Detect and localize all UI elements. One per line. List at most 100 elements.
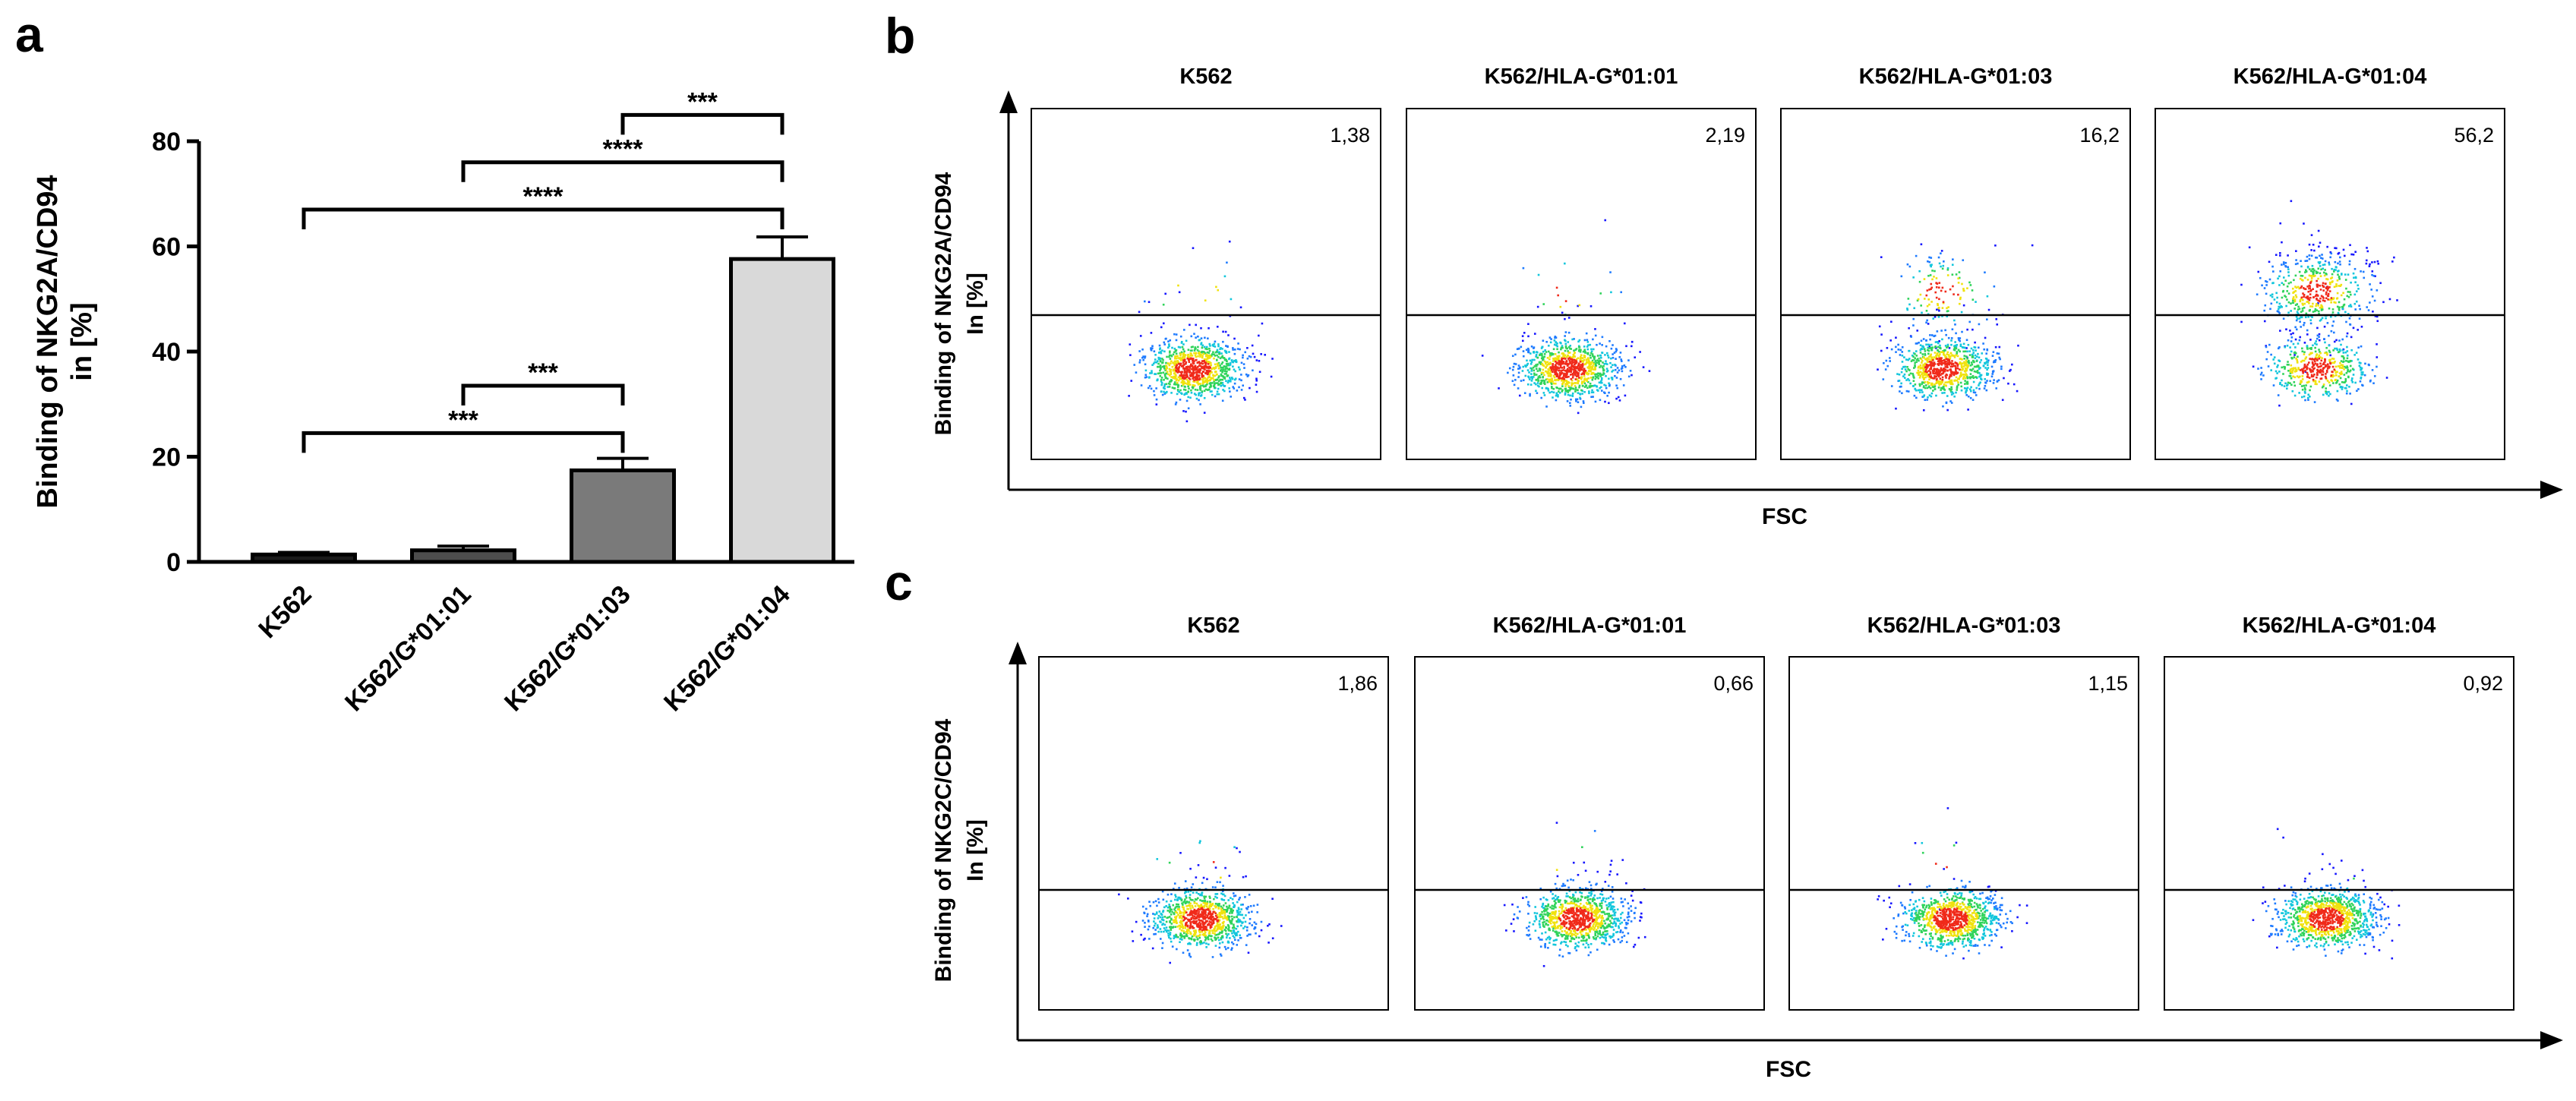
event-dot	[1236, 934, 1238, 937]
event-dot	[1175, 364, 1178, 368]
event-dot	[2310, 289, 2312, 292]
event-dot	[2311, 275, 2313, 277]
event-dot	[1178, 291, 1181, 294]
event-dot	[2334, 369, 2336, 372]
event-dot	[1969, 284, 1972, 286]
event-dot	[2313, 401, 2316, 403]
event-dot	[2300, 361, 2303, 363]
event-dot	[1934, 368, 1937, 371]
event-dot	[1190, 391, 1193, 394]
event-dot	[2286, 387, 2288, 390]
event-dot	[1154, 929, 1157, 931]
event-dot	[1599, 375, 1602, 377]
event-dot	[1233, 846, 1236, 848]
event-dot	[2337, 351, 2340, 354]
event-dot	[1586, 341, 1589, 343]
event-dot	[1166, 929, 1169, 932]
event-dot	[2294, 304, 2297, 306]
event-dot	[1556, 373, 1559, 376]
event-dot	[1213, 342, 1216, 345]
event-dot	[1201, 908, 1204, 911]
event-dot	[2296, 375, 2299, 377]
event-dot	[2291, 390, 2294, 393]
event-dot	[2278, 346, 2281, 349]
event-dot	[2309, 358, 2312, 360]
event-dot	[1185, 921, 1188, 924]
event-dot	[1912, 359, 1915, 361]
event-dot	[1954, 372, 1957, 375]
event-dot	[1215, 925, 1218, 927]
event-dot	[1179, 399, 1182, 401]
event-dot	[1511, 355, 1514, 358]
event-dot	[1619, 377, 1622, 380]
event-dot	[1169, 961, 1172, 964]
event-dot	[1886, 346, 1889, 349]
event-dot	[1194, 910, 1196, 913]
event-dot	[1261, 322, 1264, 325]
event-dot	[2339, 377, 2342, 380]
event-dot	[1211, 935, 1213, 938]
event-dot	[1188, 380, 1191, 383]
event-dot	[1217, 904, 1220, 906]
event-dot	[2328, 360, 2331, 362]
event-dot	[2309, 371, 2312, 374]
event-dot	[1604, 400, 1606, 403]
event-dot	[2345, 371, 2348, 374]
event-dot	[2278, 284, 2281, 286]
event-dot	[2310, 358, 2313, 361]
event-dot	[1154, 358, 1157, 361]
significance-bracket	[620, 112, 784, 135]
event-dot	[1614, 368, 1617, 371]
event-dot	[1186, 924, 1189, 927]
event-dot	[1184, 902, 1187, 905]
event-dot	[1542, 364, 1545, 368]
event-dot	[1151, 947, 1154, 950]
event-dot	[1172, 361, 1174, 364]
event-dot	[1564, 262, 1566, 265]
event-dot	[1208, 361, 1211, 364]
event-dot	[1160, 326, 1163, 329]
event-dot	[2281, 384, 2284, 386]
event-dot	[1923, 364, 1926, 367]
event-dot	[2325, 393, 2328, 396]
event-dot	[2310, 279, 2313, 282]
event-dot	[1596, 361, 1599, 364]
event-dot	[2342, 355, 2344, 358]
event-dot	[1609, 361, 1612, 364]
bar-chart-ytick-label: 60	[152, 233, 181, 262]
event-dot	[1189, 902, 1192, 905]
event-dot	[1223, 365, 1226, 368]
event-dot	[1154, 900, 1157, 903]
event-dot	[1241, 913, 1244, 916]
event-dot	[1230, 298, 1233, 301]
event-dot	[1932, 359, 1934, 361]
event-dot	[2328, 261, 2330, 264]
event-dot	[1163, 373, 1166, 376]
event-dot	[1185, 911, 1188, 913]
event-dot	[1216, 881, 1219, 883]
event-dot	[1151, 372, 1153, 374]
event-dot	[1930, 353, 1933, 356]
event-dot	[1220, 916, 1223, 918]
event-dot	[1234, 377, 1237, 380]
event-dot	[1240, 904, 1242, 906]
event-dot	[1925, 321, 1927, 324]
event-dot	[1954, 323, 1956, 326]
event-dot	[2335, 285, 2338, 288]
event-dot	[1185, 399, 1189, 402]
event-dot	[2308, 298, 2311, 301]
event-dot	[2318, 336, 2320, 338]
event-dot	[1545, 364, 1548, 367]
event-dot	[2350, 402, 2353, 405]
event-dot	[2319, 365, 2322, 368]
event-dot	[1535, 354, 1538, 356]
event-dot	[2306, 301, 2309, 303]
event-dot	[1163, 365, 1166, 368]
event-dot	[1221, 898, 1223, 901]
event-dot	[1943, 383, 1946, 386]
event-dot	[1203, 412, 1206, 414]
event-dot	[1163, 341, 1166, 344]
event-dot	[2316, 368, 2319, 371]
event-dot	[1918, 365, 1920, 368]
event-dot	[2331, 276, 2334, 279]
